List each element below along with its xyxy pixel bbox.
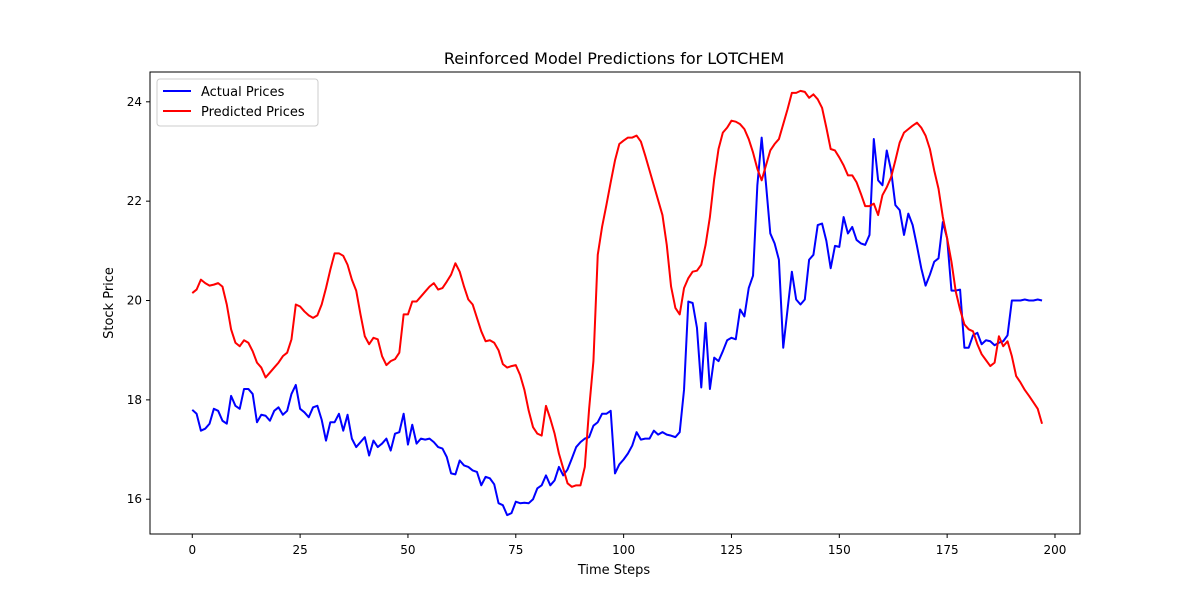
legend-label-actual: Actual Prices: [201, 85, 285, 100]
x-tick-label: 175: [936, 543, 959, 557]
x-tick-label: 200: [1044, 543, 1067, 557]
y-tick-label: 16: [127, 492, 142, 506]
x-tick-label: 75: [508, 543, 523, 557]
x-tick-label: 150: [828, 543, 851, 557]
x-tick-label: 25: [292, 543, 307, 557]
legend: Actual Prices Predicted Prices: [156, 78, 319, 127]
x-tick-label: 100: [612, 543, 635, 557]
series-line-actual: [191, 136, 1043, 517]
x-tick-label: 125: [720, 543, 743, 557]
x-tick-label: 50: [400, 543, 415, 557]
legend-label-predicted: Predicted Prices: [201, 105, 305, 120]
x-axis: 0 25 50 75 100 125 150 175 200: [188, 534, 1066, 557]
chart-title: Reinforced Model Predictions for LOTCHEM: [444, 49, 784, 68]
x-tick-label: 0: [188, 543, 196, 557]
x-axis-label: Time Steps: [577, 563, 651, 578]
y-tick-label: 20: [127, 294, 142, 308]
y-axis-label: Stock Price: [102, 267, 117, 339]
plot-lines: [191, 89, 1044, 517]
y-axis: 16 18 20 22 24: [127, 95, 150, 506]
y-tick-label: 24: [127, 95, 142, 109]
plot-frame: [149, 71, 1081, 535]
y-tick-label: 18: [127, 393, 142, 407]
series-line-predicted: [191, 89, 1044, 488]
legend-box: [156, 78, 319, 127]
y-tick-label: 22: [127, 194, 142, 208]
